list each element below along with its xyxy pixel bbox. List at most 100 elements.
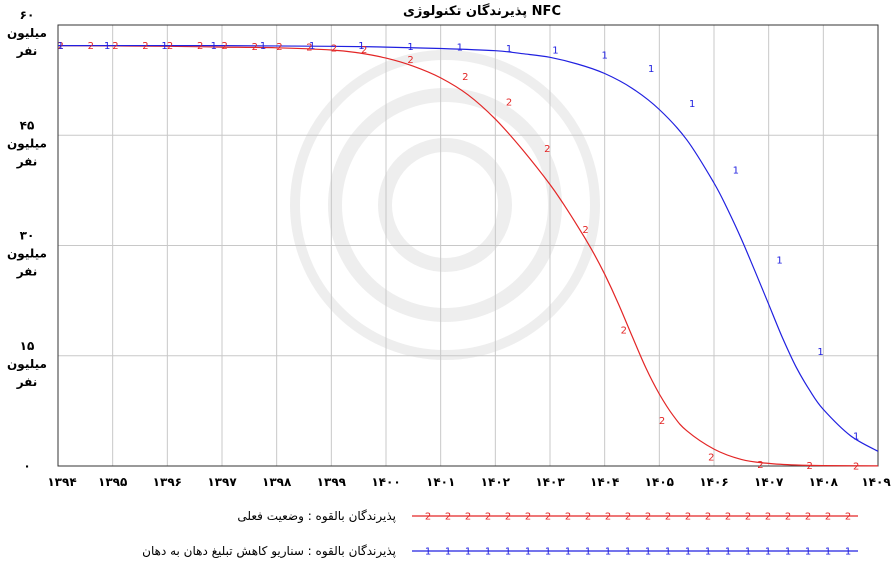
legend-marker: 1	[445, 547, 451, 558]
series-2-marker: 1	[552, 45, 558, 56]
series-1-marker: 2	[142, 41, 148, 52]
series-2-marker: 1	[689, 99, 695, 110]
legend-marker: 2	[485, 512, 491, 523]
legend-marker: 1	[525, 547, 531, 558]
legend-marker: 2	[805, 512, 811, 523]
grid	[58, 25, 878, 466]
legend-marker: 2	[725, 512, 731, 523]
y-tick-label: ۳۰	[20, 229, 35, 243]
legend-marker: 2	[665, 512, 671, 523]
legend-marker: 1	[685, 547, 691, 558]
y-tick-label: ۶۰	[20, 8, 35, 22]
series-1-marker: 2	[331, 43, 337, 54]
x-tick-label: ۱۴۰۳	[535, 475, 565, 489]
series-1-marker: 2	[58, 41, 64, 52]
series-1-marker: 2	[506, 98, 512, 109]
x-axis-labels: ۱۳۹۴ ۱۳۹۵ ۱۳۹۶ ۱۳۹۷ ۱۳۹۸ ۱۳۹۹ ۱۴۰۰ ۱۴۰۱ ۱۴۰۲ ۱۴۰۳…	[47, 475, 891, 489]
series-2-marker: 1	[104, 41, 110, 52]
series-2-marker: 1	[260, 41, 266, 52]
series-1-marker: 2	[88, 41, 94, 52]
x-tick-label: ۱۳۹۶	[153, 475, 182, 489]
legend-marker: 2	[465, 512, 471, 523]
x-tick-label: ۱۴۰۱	[426, 475, 455, 489]
x-tick-label: ۱۳۹۷	[207, 475, 237, 489]
legend-marker: 1	[765, 547, 771, 558]
x-tick-label: ۱۴۰۲	[481, 475, 511, 489]
legend-marker: 2	[585, 512, 591, 523]
legend-marker: 1	[605, 547, 611, 558]
legend-marker: 1	[505, 547, 511, 558]
legend-marker: 1	[665, 547, 671, 558]
legend-marker: 2	[625, 512, 631, 523]
y-tick-label: میلیون	[7, 247, 47, 262]
legend-marker: 1	[785, 547, 791, 558]
series-1-marker: 2	[306, 43, 312, 54]
chart-title: پذیرندگان تکنولوژی NFC	[403, 3, 561, 19]
y-tick-label: ۱۵	[20, 339, 35, 353]
legend-marker: 2	[785, 512, 791, 523]
x-tick-label: ۱۳۹۵	[98, 475, 127, 489]
legend-marker: 1	[805, 547, 811, 558]
legend-marker: 2	[545, 512, 551, 523]
x-tick-label: ۱۳۹۸	[262, 475, 292, 489]
series-2-marker: 1	[817, 347, 823, 358]
x-tick-label: ۱۳۹۴	[47, 475, 76, 489]
series-1-marker: 2	[167, 41, 173, 52]
legend-marker: 1	[465, 547, 471, 558]
series-1-marker: 2	[757, 460, 763, 471]
legend-marker: 1	[545, 547, 551, 558]
legend-label-current: پذیرندگان بالقوه : وضعیت فعلی	[237, 509, 396, 524]
series-2-marker: 1	[358, 41, 364, 52]
legend-label-scenario: پذیرندگان بالقوه : سناریو کاهش تبلیغ دها…	[142, 544, 396, 559]
legend-marker: 1	[725, 547, 731, 558]
series-2-marker: 1	[648, 64, 654, 75]
y-tick-label: ۴۵	[20, 118, 35, 132]
y-tick-label: نفر	[16, 265, 38, 279]
legend-marker: 2	[505, 512, 511, 523]
series-1-marker: 2	[621, 326, 627, 337]
legend-marker: 1	[745, 547, 751, 558]
legend-marker: 2	[445, 512, 451, 523]
legend-entry-scenario: پذیرندگان بالقوه : سناریو کاهش تبلیغ دها…	[142, 544, 858, 559]
legend-marker: 2	[745, 512, 751, 523]
legend-marker: 1	[585, 547, 591, 558]
watermark-emblem	[290, 50, 600, 360]
series-2-marker: 1	[58, 41, 64, 52]
series-2-marker: 1	[776, 256, 782, 267]
legend-marker: 2	[765, 512, 771, 523]
legend-marker: 2	[845, 512, 851, 523]
x-tick-label: ۱۴۰۹	[861, 475, 891, 489]
series-1-marker: 2	[361, 45, 367, 56]
x-tick-label: ۱۴۰۸	[809, 475, 839, 489]
y-tick-label: ۰	[23, 459, 30, 473]
series-line-2	[57, 44, 879, 452]
series-1-marker: 2	[197, 41, 203, 52]
series-2-marker: 1	[457, 43, 463, 54]
y-tick-label: میلیون	[7, 357, 47, 372]
x-tick-label: ۱۳۹۹	[317, 475, 347, 489]
legend-marker: 2	[525, 512, 531, 523]
series-1-marker: 2	[708, 453, 714, 464]
series-1-marker: 2	[222, 41, 228, 52]
series-2-marker: 1	[309, 41, 315, 52]
legend-marker: 2	[825, 512, 831, 523]
legend-marker: 1	[845, 547, 851, 558]
series-1-marker: 2	[853, 461, 859, 472]
series-2-marker: 1	[853, 431, 859, 442]
series-2-marker: 1	[506, 44, 512, 55]
legend-marker: 1	[625, 547, 631, 558]
y-tick-label: نفر	[16, 375, 38, 389]
x-tick-label: ۱۴۰۰	[371, 475, 400, 489]
series-1-marker: 2	[462, 72, 468, 83]
series-1-marker: 2	[544, 144, 550, 155]
legend-marker: 1	[485, 547, 491, 558]
y-tick-label: نفر	[16, 154, 38, 168]
legend-marker: 2	[425, 512, 431, 523]
y-axis-labels: ۶۰ میلیون نفر ۴۵ میلیون نفر ۳۰ میلیون نفر ۱۵ میلیو…	[7, 8, 47, 473]
legend-marker: 2	[705, 512, 711, 523]
series-1-marker: 2	[806, 461, 812, 472]
legend-marker: 1	[645, 547, 651, 558]
series-2-marker: 1	[211, 41, 217, 52]
